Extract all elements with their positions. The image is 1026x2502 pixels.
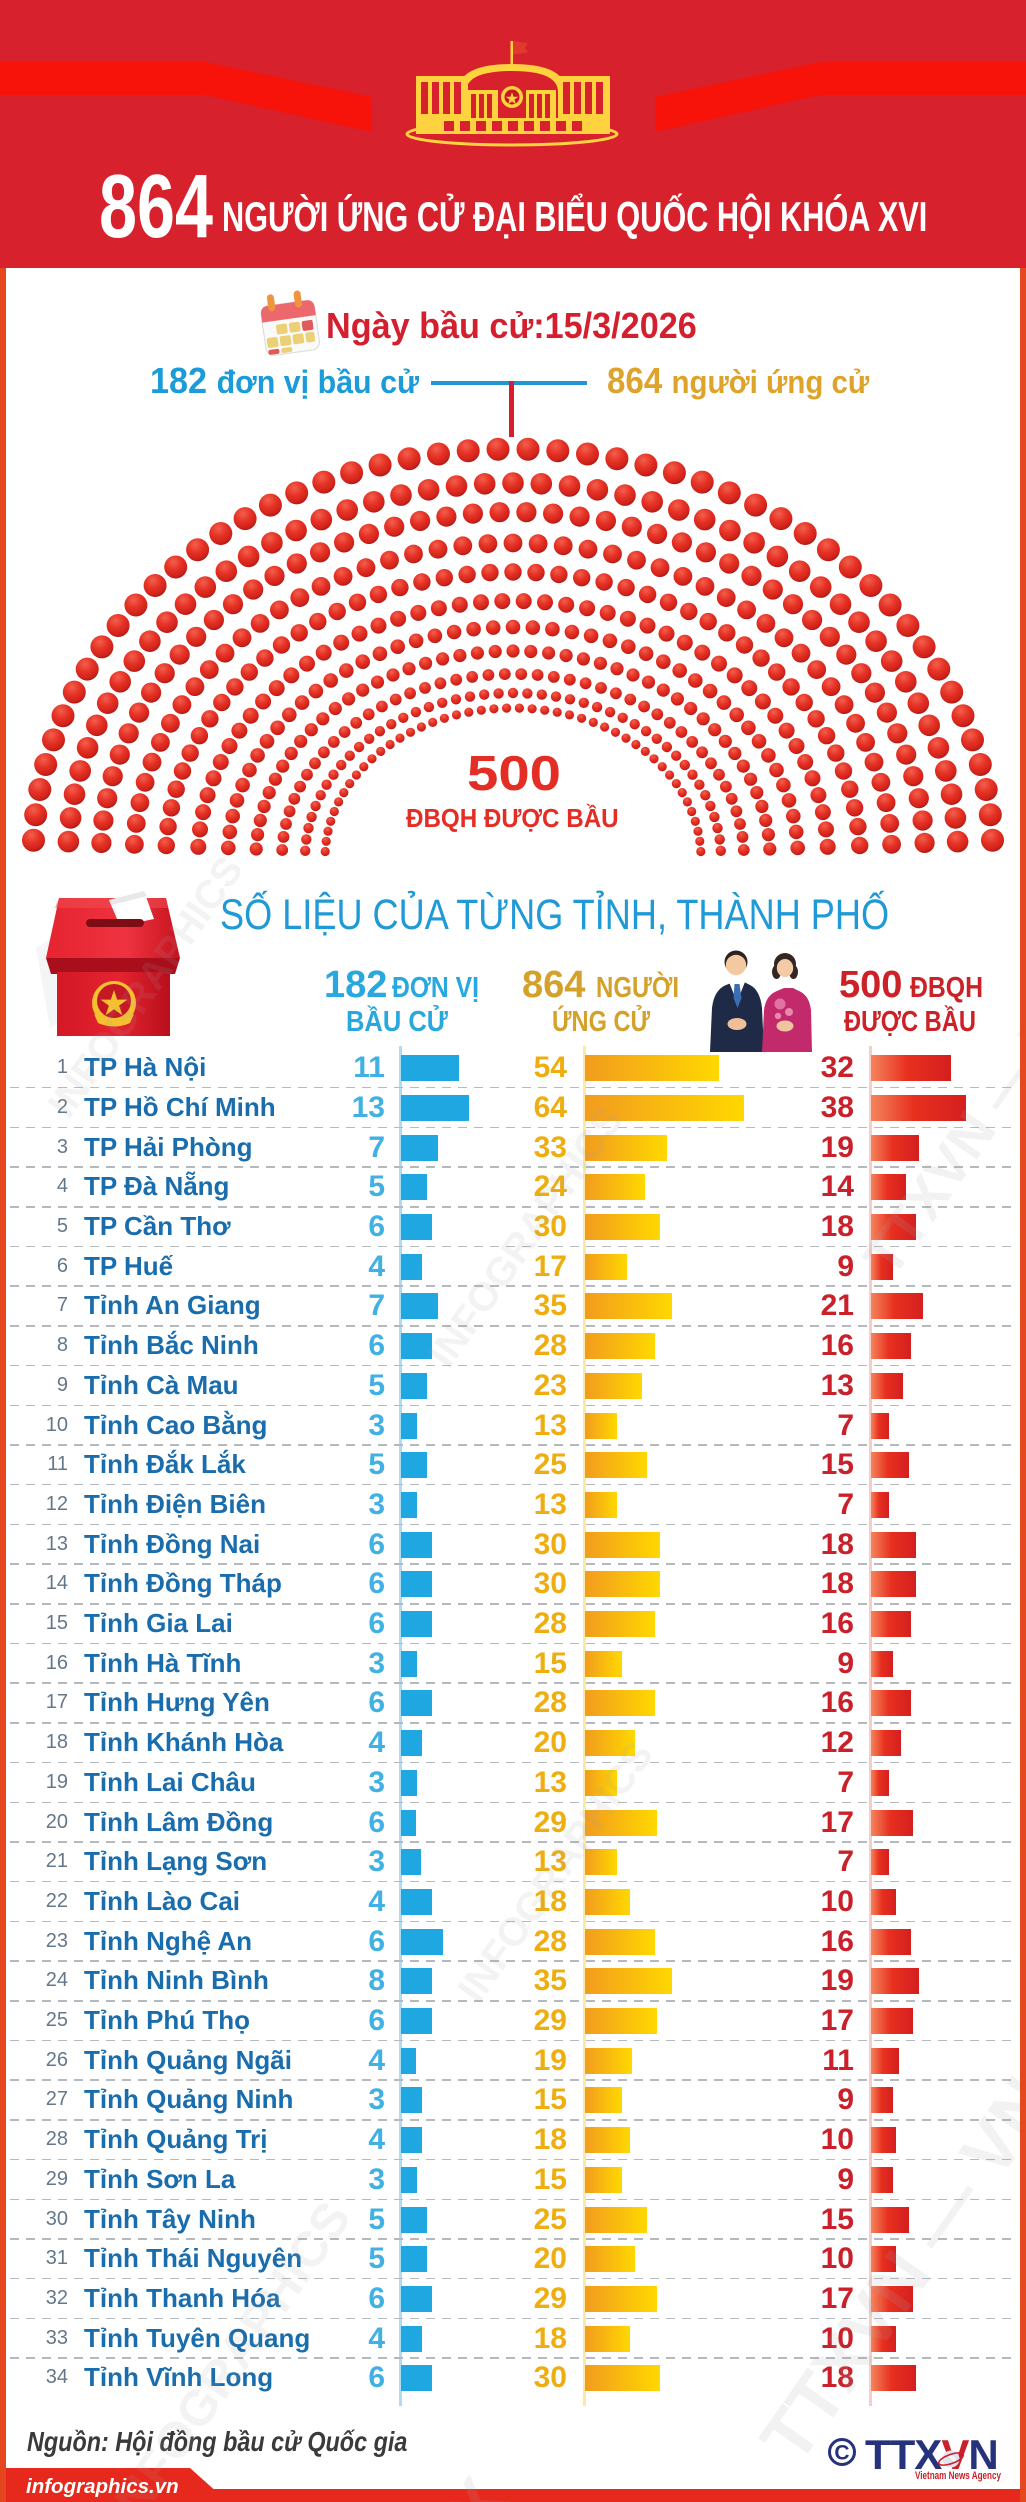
svg-text:Vietnam News Agency: Vietnam News Agency xyxy=(915,2470,1002,2482)
svg-text:C: C xyxy=(834,2442,849,2465)
